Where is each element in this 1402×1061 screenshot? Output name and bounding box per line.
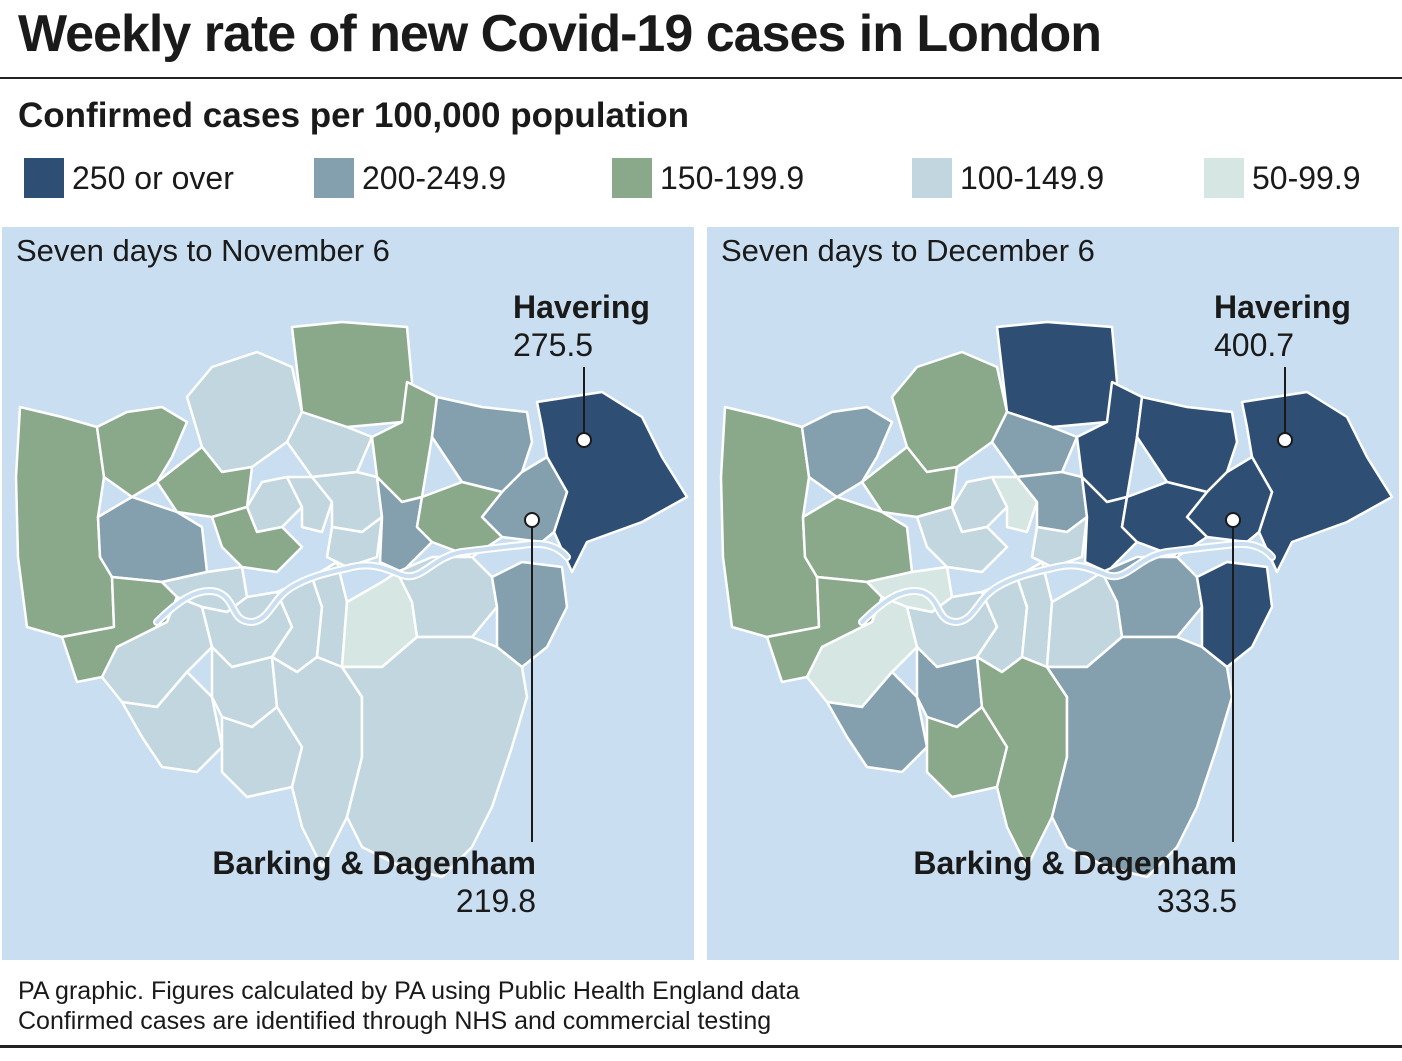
borough-bromley [340,635,529,879]
legend-item-50-99: 50-99.9 [1204,158,1361,198]
legend-swatch [314,158,354,198]
legend-label: 100-149.9 [960,159,1105,196]
borough-bromley [1045,635,1234,879]
map-title-december: Seven days to December 6 [721,233,1095,268]
callout-value-havering: 400.7 [1214,327,1295,363]
callout-name-barking: Barking & Dagenham [913,845,1237,881]
callout-name-havering: Havering [1214,289,1351,325]
legend-label: 200-249.9 [362,159,507,196]
map-legend: 250 or over 200-249.9 150-199.9 100-149.… [0,158,1402,202]
page-title: Weekly rate of new Covid-19 cases in Lon… [18,5,1102,63]
callout-marker-havering [576,432,592,448]
river-thames [860,541,1274,625]
legend-swatch [24,158,64,198]
legend-item-100-149: 100-149.9 [912,158,1104,198]
footer-source: PA graphic. Figures calculated by PA usi… [18,977,800,1005]
borough-westminster [210,505,304,574]
borough-bexley [490,560,569,669]
callout-marker-barking [524,512,540,528]
borough-enfield [290,320,414,429]
map-panel-december: Seven days to December 6 Havering 400.7 … [707,227,1399,960]
legend-item-150-199: 150-199.9 [612,158,804,198]
title-divider [0,77,1402,79]
london-map-december [719,320,1394,879]
legend-label: 50-99.9 [1252,159,1361,196]
legend-label: 250 or over [72,159,234,196]
borough-harrow [95,405,189,499]
legend-label: 150-199.9 [660,159,805,196]
map-title-november: Seven days to November 6 [16,233,390,268]
page-subtitle: Confirmed cases per 100,000 population [18,96,690,135]
legend-item-250-or-over: 250 or over [24,158,234,198]
footer-note: Confirmed cases are identified through N… [18,1007,772,1035]
borough-bexley [1195,560,1274,669]
borough-brent [155,445,254,519]
footer-divider [0,1045,1402,1048]
legend-swatch [1204,158,1244,198]
callout-marker-barking [1225,512,1241,528]
borough-harrow [800,405,894,499]
borough-ilford [1120,480,1209,559]
river-thames [155,541,569,625]
borough-tower-hamlets [325,515,384,569]
borough-westminster [915,505,1009,574]
callout-name-barking: Barking & Dagenham [212,845,536,881]
legend-swatch [612,158,652,198]
borough-ilford [415,480,504,559]
callout-value-barking: 219.8 [455,883,536,919]
london-map-november [14,320,689,879]
borough-tower-hamlets [1030,515,1089,569]
callout-marker-havering [1277,432,1293,448]
callout-value-havering: 275.5 [513,327,594,363]
borough-enfield [995,320,1119,429]
callout-name-havering: Havering [513,289,650,325]
borough-brent [860,445,959,519]
callout-value-barking: 333.5 [1156,883,1237,919]
legend-item-200-249: 200-249.9 [314,158,506,198]
map-panel-november: Seven days to November 6 Havering 275.5 … [2,227,694,960]
legend-swatch [912,158,952,198]
